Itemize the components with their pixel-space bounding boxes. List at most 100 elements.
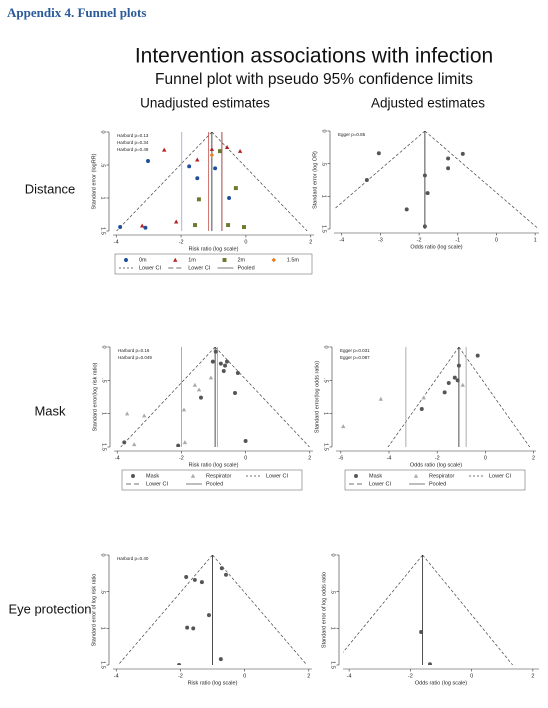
point <box>224 144 230 149</box>
y-tick-label: 0 <box>100 553 106 556</box>
x-tick-label: -2 <box>179 239 184 245</box>
point <box>185 625 190 630</box>
y-tick-label: 1 <box>321 195 327 198</box>
x-tick-label: 2 <box>307 673 310 679</box>
y-tick-label: 1 <box>323 412 329 415</box>
point <box>192 382 198 387</box>
point <box>174 219 179 224</box>
x-tick-label: 0 <box>470 673 473 679</box>
point <box>419 407 424 411</box>
point <box>425 191 430 196</box>
legend-marker <box>190 473 196 478</box>
y-tick-label: 0 <box>101 345 107 348</box>
column-heading: Adjusted estimates <box>371 96 485 111</box>
legend-marker <box>354 474 358 478</box>
legend-box <box>121 469 303 491</box>
point <box>187 164 192 169</box>
x-tick-label: -6 <box>338 455 343 461</box>
y-tick-label: 0 <box>100 130 106 133</box>
point <box>177 663 182 665</box>
plot-area <box>343 555 513 665</box>
x-tick-label: 2 <box>531 673 534 679</box>
x-tick-label: -1 <box>455 237 460 243</box>
x-tick-label: -4 <box>339 237 344 243</box>
y-tick-label: 1.5 <box>100 227 106 235</box>
funnel-limit <box>117 555 213 665</box>
row-label: Eye protection <box>8 601 91 616</box>
legend-label: Lower CI <box>146 481 168 487</box>
y-tick-label: 0 <box>330 553 336 556</box>
point <box>143 225 148 230</box>
legend-label: Mask <box>369 473 382 479</box>
y-tick-label: .5 <box>100 163 106 168</box>
legend-label: Lower CI <box>266 473 288 479</box>
legend-label: 1m <box>188 257 196 263</box>
annotation: Egger p=0.031 <box>340 348 370 353</box>
x-tick-label: -2 <box>408 673 413 679</box>
plot-area <box>116 132 308 231</box>
funnel-limit <box>116 132 213 231</box>
point <box>226 223 231 228</box>
legend-label: 0m <box>139 257 147 263</box>
point <box>427 662 432 665</box>
annotation: Harbord p=0.13 <box>117 133 149 138</box>
point <box>176 443 181 447</box>
x-tick-label: -4 <box>114 673 119 679</box>
funnel-limit <box>214 347 310 447</box>
point <box>210 359 215 364</box>
plot-area <box>341 347 531 447</box>
x-tick-label: 0 <box>244 239 247 245</box>
point <box>196 387 202 392</box>
point <box>456 363 461 368</box>
x-tick-label: 2 <box>532 455 535 461</box>
point <box>195 157 200 162</box>
legend-box <box>344 469 526 491</box>
point <box>209 146 215 151</box>
point <box>422 173 427 178</box>
annotation: Egger p=0.85 <box>338 132 366 137</box>
legend-label: Pooled <box>238 265 255 271</box>
y-tick-label: 1 <box>101 412 107 415</box>
x-tick-label: -4 <box>387 455 392 461</box>
y-tick-label: 1 <box>100 196 106 199</box>
point <box>419 630 424 634</box>
legend-label: Lower CI <box>489 473 511 479</box>
y-tick-label: 1.5 <box>330 661 336 669</box>
legend-marker <box>124 258 128 262</box>
point <box>364 178 369 182</box>
x-axis-label: Risk ratio (log scale) <box>189 462 239 468</box>
point <box>237 148 243 153</box>
legend-label: Lower CI <box>369 481 391 487</box>
funnel-limit <box>458 347 531 447</box>
annotation: Harbord p=0.34 <box>117 140 149 145</box>
x-tick-label: -2 <box>435 455 440 461</box>
point <box>442 390 447 395</box>
point <box>193 223 198 228</box>
point <box>139 223 145 228</box>
point <box>218 361 223 366</box>
point <box>209 152 215 158</box>
point <box>475 353 480 358</box>
appendix-heading: Appendix 4. Funnel plots <box>7 5 146 20</box>
point <box>221 369 226 373</box>
point <box>376 151 381 156</box>
plot-area <box>120 347 310 447</box>
x-tick-label: -2 <box>179 455 184 461</box>
x-axis-label: Odds ratio (log scale) <box>410 244 462 250</box>
y-axis-label: Standard error of log risk ratio <box>91 574 97 647</box>
x-tick-label: -4 <box>115 455 120 461</box>
x-axis-label: Odds ratio (log scale) <box>410 462 462 468</box>
point <box>196 197 201 202</box>
legend-marker <box>173 257 178 262</box>
point <box>124 411 130 416</box>
point <box>241 225 246 230</box>
point <box>219 566 224 571</box>
point <box>146 159 150 164</box>
point <box>206 613 211 618</box>
x-axis-label: Risk ratio (log scale) <box>188 680 238 686</box>
point <box>141 413 147 418</box>
subtitle: Funnel plot with pseudo 95% confidence l… <box>155 71 473 88</box>
legend-label: Respirator <box>206 473 232 479</box>
x-axis-label: Risk ratio (log scale) <box>189 246 239 252</box>
legend-label: 2m <box>238 257 246 263</box>
